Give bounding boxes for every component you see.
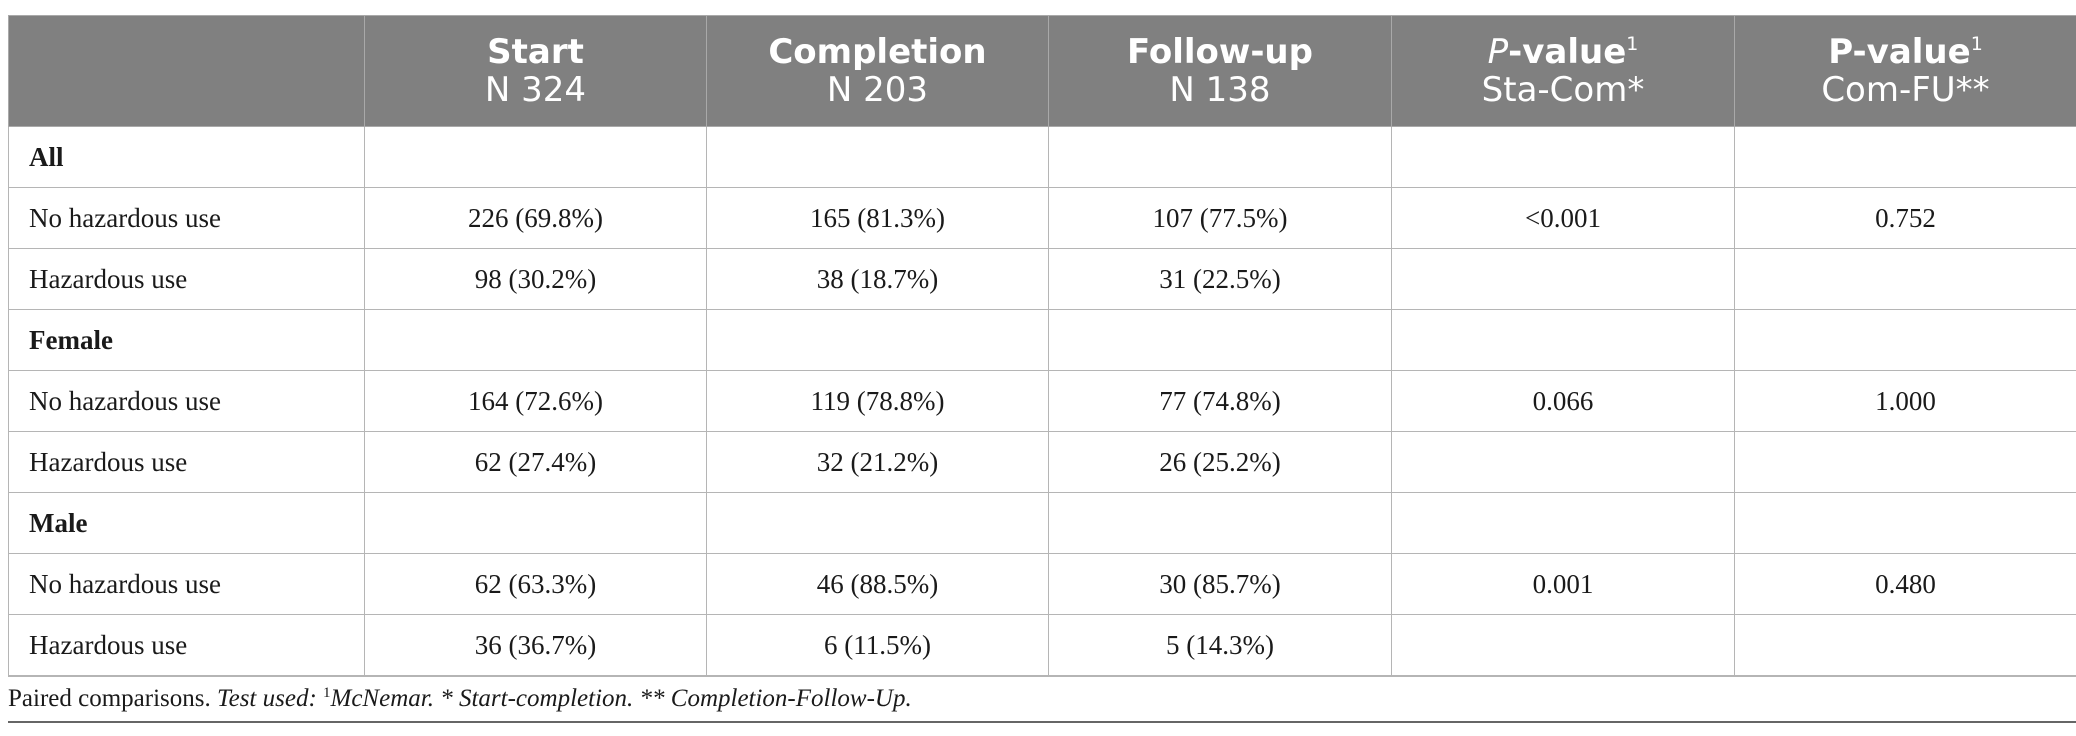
table-cell: 0.066: [1391, 370, 1735, 432]
table-cell: [1391, 492, 1735, 554]
table-cell: [1391, 248, 1735, 310]
table-cell: 107 (77.5%): [1048, 187, 1392, 249]
header-cell-empty: [8, 15, 365, 127]
table-row: No hazardous use 164 (72.6%) 119 (78.8%) 77…: [8, 370, 2076, 432]
row-label: No hazardous use: [8, 370, 365, 432]
table-cell: <0.001: [1391, 187, 1735, 249]
results-table: Start N 324 Completion N 203 Follow-up N…: [8, 15, 2076, 676]
header-cell-p-value-com-fu: P-value1 Com-FU**: [1734, 15, 2076, 127]
table-cell: [706, 309, 1049, 371]
header-cell-start: Start N 324: [364, 15, 707, 127]
group-row: Female: [8, 309, 2076, 371]
row-label: No hazardous use: [8, 553, 365, 615]
header-cell-follow-up: Follow-up N 138: [1048, 15, 1392, 127]
table-cell: 164 (72.6%): [364, 370, 707, 432]
table-cell: 26 (25.2%): [1048, 431, 1392, 493]
table-row: Hazardous use 36 (36.7%) 6 (11.5%) 5 (14.3%…: [8, 614, 2076, 676]
table-cell: [364, 309, 707, 371]
table-cell: 62 (27.4%): [364, 431, 707, 493]
table-cell: [1048, 126, 1392, 188]
row-label: Hazardous use: [8, 248, 365, 310]
table-cell: 0.480: [1734, 553, 2076, 615]
table-cell: [364, 492, 707, 554]
table-cell: 0.752: [1734, 187, 2076, 249]
table-cell: [364, 126, 707, 188]
table-cell: [1391, 309, 1735, 371]
group-label: All: [8, 126, 365, 188]
table-cell: 119 (78.8%): [706, 370, 1049, 432]
table-cell: [1734, 126, 2076, 188]
group-row: All: [8, 126, 2076, 188]
table-cell: [1391, 614, 1735, 676]
table-body: All No hazardous use 226 (69.8%) 165 (81.3%…: [8, 126, 2076, 676]
table-row: Hazardous use 62 (27.4%) 32 (21.2%) 26 (25.…: [8, 431, 2076, 493]
header-row: Start N 324 Completion N 203 Follow-up N…: [8, 15, 2076, 127]
table-cell: [1391, 126, 1735, 188]
table-cell: 226 (69.8%): [364, 187, 707, 249]
table-cell: [1734, 248, 2076, 310]
header-cell-p-value-sta-com: P-value1 Sta-Com*: [1391, 15, 1735, 127]
table-cell: 36 (36.7%): [364, 614, 707, 676]
table-cell: 5 (14.3%): [1048, 614, 1392, 676]
group-label: Female: [8, 309, 365, 371]
table-row: No hazardous use 62 (63.3%) 46 (88.5%) 30 (…: [8, 553, 2076, 615]
group-label: Male: [8, 492, 365, 554]
table-cell: 77 (74.8%): [1048, 370, 1392, 432]
table-cell: 32 (21.2%): [706, 431, 1049, 493]
header-cell-completion: Completion N 203: [706, 15, 1049, 127]
table-cell: 31 (22.5%): [1048, 248, 1392, 310]
table-cell: 0.001: [1391, 553, 1735, 615]
table-cell: 1.000: [1734, 370, 2076, 432]
table-cell: [1734, 431, 2076, 493]
table-row: Hazardous use 98 (30.2%) 38 (18.7%) 31 (22.…: [8, 248, 2076, 310]
table-cell: [1734, 614, 2076, 676]
row-label: Hazardous use: [8, 614, 365, 676]
table-cell: [706, 492, 1049, 554]
table-footnote: Paired comparisons. Test used: 1McNemar.…: [8, 676, 2076, 723]
row-label: Hazardous use: [8, 431, 365, 493]
table-row: No hazardous use 226 (69.8%) 165 (81.3%) 10…: [8, 187, 2076, 249]
table-cell: [1391, 431, 1735, 493]
table-cell: [1734, 492, 2076, 554]
table-cell: 6 (11.5%): [706, 614, 1049, 676]
table-cell: 46 (88.5%): [706, 553, 1049, 615]
group-row: Male: [8, 492, 2076, 554]
table-cell: 98 (30.2%): [364, 248, 707, 310]
table-cell: 165 (81.3%): [706, 187, 1049, 249]
table-cell: 30 (85.7%): [1048, 553, 1392, 615]
table-cell: 38 (18.7%): [706, 248, 1049, 310]
table-cell: [1048, 309, 1392, 371]
table-cell: 62 (63.3%): [364, 553, 707, 615]
table-cell: [1048, 492, 1392, 554]
table-cell: [1734, 309, 2076, 371]
row-label: No hazardous use: [8, 187, 365, 249]
table-cell: [706, 126, 1049, 188]
